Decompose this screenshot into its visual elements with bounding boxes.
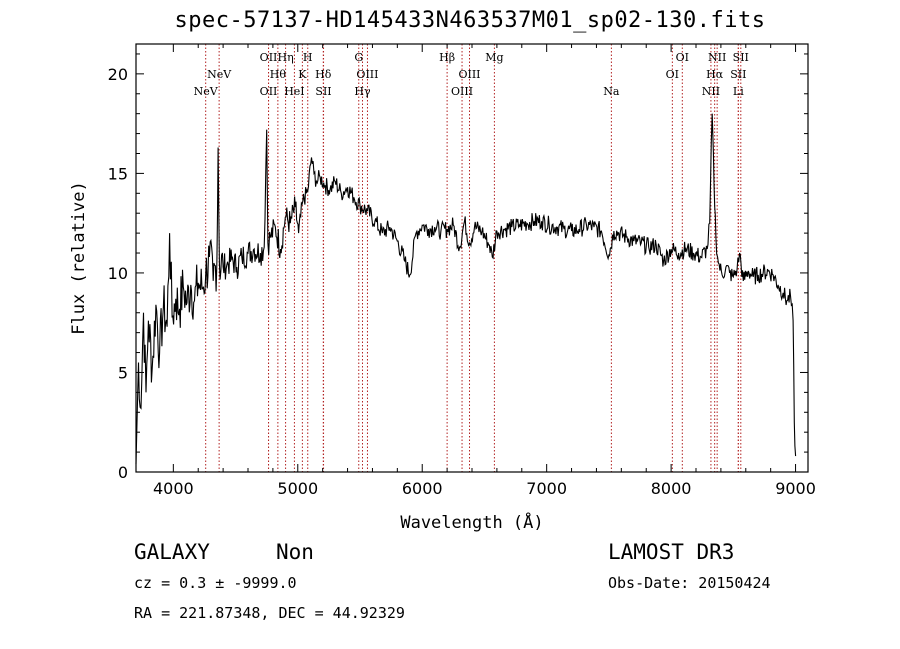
line-label: OIII <box>458 68 480 81</box>
line-label: NeV <box>194 85 219 98</box>
line-label: Hβ <box>439 51 455 64</box>
line-label: H <box>303 51 313 64</box>
line-label: OII <box>260 51 278 64</box>
y-tick-label: 20 <box>108 65 128 84</box>
line-label: NII <box>708 51 726 64</box>
line-label: Hγ <box>354 85 371 98</box>
line-label: Hθ <box>270 68 287 81</box>
x-tick-label: 4000 <box>153 479 194 498</box>
y-tick-label: 15 <box>108 164 128 183</box>
line-label: NeV <box>207 68 232 81</box>
line-label: K <box>298 68 307 81</box>
y-tick-label: 5 <box>118 363 128 382</box>
plot-frame <box>135 43 809 473</box>
line-label: G <box>354 51 363 64</box>
ra-dec: RA = 221.87348, DEC = 44.92329 <box>134 604 405 622</box>
line-label: NII <box>702 85 720 98</box>
x-tick-label: 8000 <box>651 479 692 498</box>
line-label: Mg <box>485 51 503 64</box>
line-label: OII <box>260 85 278 98</box>
y-axis-label: Flux (relative) <box>69 181 89 335</box>
line-label: Li <box>733 85 744 98</box>
y-tick-label: 0 <box>118 463 128 482</box>
line-label: OI <box>676 51 689 64</box>
line-markers <box>205 44 742 472</box>
x-axis-label: Wavelength (Å) <box>400 511 543 533</box>
line-label: Hη <box>277 51 293 64</box>
line-label: Hα <box>706 68 724 81</box>
line-label: Na <box>603 85 620 98</box>
line-label: SII <box>315 85 331 98</box>
line-label: OIII <box>451 85 473 98</box>
line-label: OI <box>666 68 679 81</box>
line-label: SII <box>730 68 746 81</box>
y-tick-label: 10 <box>108 264 128 283</box>
x-tick-label: 5000 <box>277 479 318 498</box>
spectrum-chart: 4000 5000 6000 7000 8000 9000 0 5 10 15 20 NeV NeV O… <box>69 43 816 533</box>
line-label: OIII <box>356 68 378 81</box>
line-label: HeI <box>284 85 304 98</box>
axes: 4000 5000 6000 7000 8000 9000 0 5 10 15 20 <box>108 44 816 498</box>
spectrum-line <box>135 113 797 465</box>
survey-name: LAMOST DR3 <box>608 540 735 564</box>
chart-title: spec-57137-HD145433N463537M01_sp02-130.f… <box>174 8 766 33</box>
line-label: Hδ <box>315 68 332 81</box>
obs-date: Obs-Date: 20150424 <box>608 574 771 592</box>
x-tick-label: 7000 <box>526 479 567 498</box>
line-label: SII <box>733 51 749 64</box>
redshift-value: cz = 0.3 ± -9999.0 <box>134 574 297 592</box>
object-class: GALAXY <box>134 540 210 564</box>
x-tick-label: 9000 <box>775 479 816 498</box>
x-tick-label: 6000 <box>402 479 443 498</box>
line-labels: NeVNeVOIIOIIHθHηHeIKHHδSIIGHγOIIIHβOIIIO… <box>194 51 749 98</box>
object-subclass: Non <box>276 540 314 564</box>
